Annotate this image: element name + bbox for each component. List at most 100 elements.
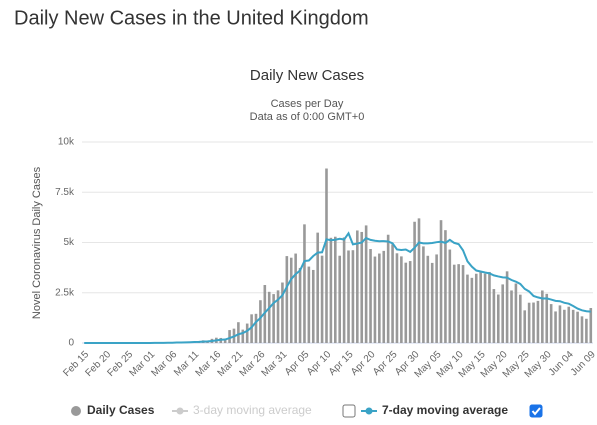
- bar: [514, 283, 518, 343]
- y-tick-label: 10k: [58, 137, 75, 148]
- bar: [439, 220, 443, 343]
- bar: [549, 304, 553, 343]
- bar: [408, 261, 412, 343]
- bar: [395, 253, 399, 343]
- bar: [430, 262, 434, 343]
- bar: [356, 230, 359, 343]
- bar: [510, 290, 513, 343]
- legend-label[interactable]: 7-day moving average: [382, 403, 508, 417]
- bar: [545, 293, 549, 343]
- bar: [329, 237, 333, 343]
- x-tick-label: Mar 31: [260, 349, 290, 379]
- page-title: Daily New Cases in the United Kingdom: [14, 7, 369, 29]
- bar: [325, 168, 328, 343]
- bar: [382, 250, 386, 343]
- bar: [527, 302, 531, 343]
- bar: [320, 255, 324, 343]
- legend-symbol[interactable]: [71, 406, 81, 416]
- bar: [333, 236, 337, 343]
- bar: [364, 225, 368, 343]
- bar: [373, 256, 377, 343]
- bar: [342, 237, 346, 343]
- bar: [289, 257, 293, 343]
- bar: [386, 234, 390, 343]
- moving-average-line: [84, 231, 591, 344]
- bar: [413, 221, 416, 343]
- legend-label[interactable]: Daily Cases: [87, 403, 155, 417]
- bar: [378, 253, 381, 343]
- bar: [259, 300, 262, 343]
- y-tick-label: 7.5k: [55, 187, 75, 198]
- bar: [245, 323, 249, 343]
- bar: [444, 230, 447, 343]
- bar: [554, 311, 557, 343]
- bar: [536, 300, 540, 343]
- bar: [404, 262, 408, 343]
- bar: [474, 273, 478, 343]
- bar: [391, 244, 394, 343]
- bar: [589, 308, 593, 343]
- bar: [532, 302, 535, 343]
- bar: [563, 309, 566, 343]
- bar: [571, 309, 575, 343]
- checkmark: [531, 407, 541, 416]
- bar: [567, 306, 571, 343]
- bar: [496, 294, 500, 343]
- y-tick-label: 5k: [63, 237, 75, 248]
- bar: [505, 271, 509, 343]
- chart-subtitle: Cases per Day: [271, 98, 344, 110]
- bar: [461, 265, 465, 343]
- bar: [576, 311, 579, 343]
- bar: [369, 249, 372, 343]
- legend-symbol[interactable]: [176, 407, 184, 415]
- bar: [519, 294, 522, 343]
- bar: [585, 318, 588, 343]
- bar: [294, 253, 297, 343]
- legend-label[interactable]: 3-day moving average: [193, 403, 312, 417]
- bar: [254, 313, 258, 343]
- bar: [250, 314, 253, 343]
- bar: [228, 330, 231, 343]
- bar: [426, 255, 430, 343]
- chart-subtitle: Data as of 0:00 GMT+0: [250, 111, 365, 123]
- bar: [307, 266, 311, 343]
- x-tick-label: Jun 09: [569, 349, 597, 378]
- bar: [466, 274, 469, 343]
- bar: [541, 290, 544, 343]
- bar: [580, 316, 584, 343]
- bar: [285, 256, 289, 343]
- bar: [435, 254, 438, 343]
- bar: [276, 290, 280, 343]
- bar: [303, 224, 306, 343]
- bar: [457, 264, 460, 343]
- bar: [488, 271, 491, 343]
- bar: [501, 284, 504, 343]
- bar: [267, 291, 271, 343]
- bar: [483, 273, 487, 343]
- bar: [316, 232, 319, 343]
- bar: [241, 329, 245, 343]
- y-tick-label: 0: [68, 338, 74, 349]
- bar: [311, 269, 315, 343]
- y-tick-label: 2.5k: [55, 287, 75, 298]
- bar: [223, 339, 227, 343]
- bar: [237, 322, 240, 343]
- bar: [452, 264, 456, 343]
- bar: [422, 246, 425, 343]
- bar: [558, 305, 562, 343]
- bar: [479, 271, 482, 343]
- chart-title: Daily New Cases: [250, 67, 364, 84]
- bar: [351, 250, 355, 343]
- bar: [281, 282, 284, 343]
- legend-checkbox[interactable]: [342, 404, 356, 418]
- bar: [338, 255, 342, 343]
- legend-checkbox[interactable]: [529, 404, 543, 418]
- bar: [272, 294, 275, 343]
- bar: [347, 250, 350, 343]
- legend-symbol[interactable]: [365, 407, 373, 415]
- bar: [417, 218, 421, 343]
- bar: [400, 256, 403, 343]
- bar: [448, 249, 452, 343]
